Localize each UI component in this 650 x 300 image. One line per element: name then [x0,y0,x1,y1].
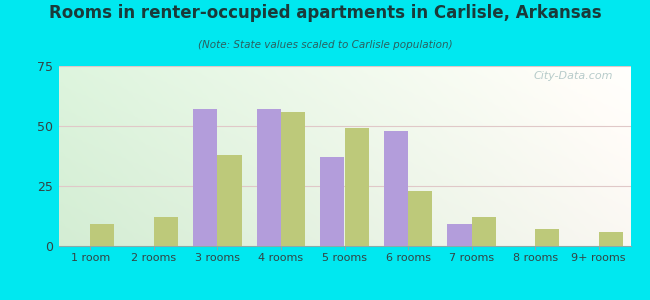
Bar [90,224,114,246]
Text: Rooms in renter-occupied apartments in Carlisle, Arkansas: Rooms in renter-occupied apartments in C… [49,4,601,22]
Bar [408,191,432,246]
Text: City-Data.com: City-Data.com [534,71,614,81]
Bar [344,128,369,246]
Text: (Note: State values scaled to Carlisle population): (Note: State values scaled to Carlisle p… [198,40,452,50]
Bar [447,224,472,246]
Bar [472,217,496,246]
Bar [384,131,408,246]
Bar [599,232,623,246]
Bar [320,157,344,246]
Bar [281,112,305,246]
Bar [535,229,559,246]
Bar [217,155,242,246]
Bar [193,109,217,246]
Bar [257,109,281,246]
Bar [154,217,178,246]
